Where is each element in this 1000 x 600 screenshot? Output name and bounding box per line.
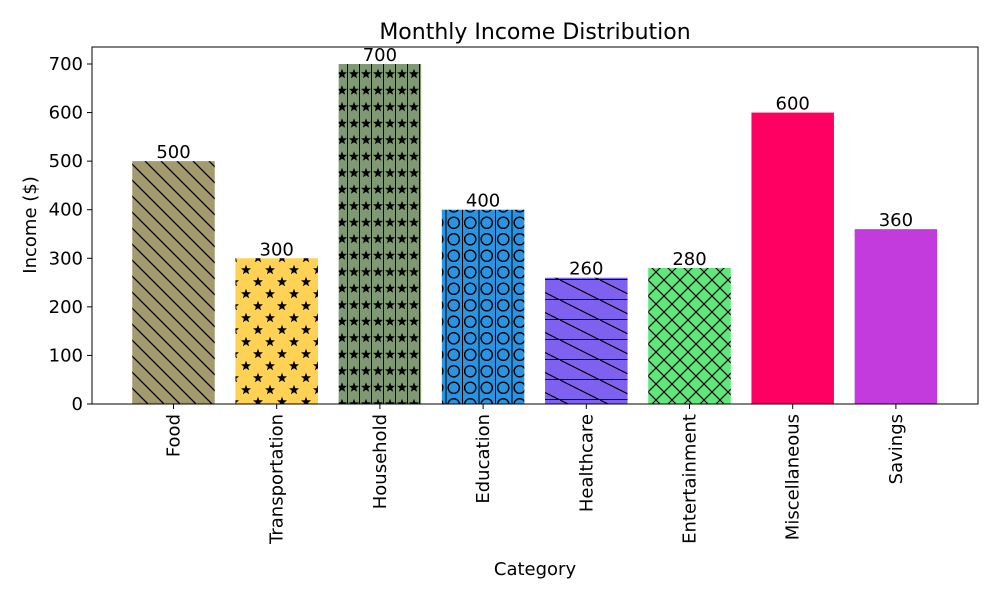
bar-miscellaneous xyxy=(751,112,834,405)
x-tick-label-education: Education xyxy=(473,414,494,504)
bar-entertainment xyxy=(648,268,731,404)
bar-healthcare xyxy=(545,277,628,404)
data-label-transportation: 300 xyxy=(260,239,294,260)
x-tick-label-transportation: Transportation xyxy=(267,414,288,545)
data-label-savings: 360 xyxy=(879,210,913,231)
x-tick-label-healthcare: Healthcare xyxy=(576,414,597,512)
y-tick-label-400: 400 xyxy=(49,200,83,221)
x-tick-label-household: Household xyxy=(370,414,391,509)
data-label-food: 500 xyxy=(156,142,190,163)
data-label-miscellaneous: 600 xyxy=(776,94,810,115)
bar-household xyxy=(338,64,422,404)
bar-food xyxy=(132,161,215,404)
y-tick-label-600: 600 xyxy=(49,103,83,124)
data-label-entertainment: 280 xyxy=(672,249,706,270)
y-tick-label-700: 700 xyxy=(49,54,83,75)
x-tick-label-savings: Savings xyxy=(886,414,907,484)
y-tick-label-200: 200 xyxy=(49,297,83,318)
y-axis: 0 100 200 300 400 500 600 700 xyxy=(49,54,92,415)
data-label-household: 700 xyxy=(363,45,397,66)
bar-education xyxy=(441,209,525,404)
x-axis: Food Transportation Household Education Heal… xyxy=(164,404,907,545)
bar-savings xyxy=(854,229,938,404)
y-tick-label-0: 0 xyxy=(72,394,83,415)
bar-transportation xyxy=(235,258,318,404)
y-tick-label-500: 500 xyxy=(49,151,83,172)
data-label-education: 400 xyxy=(466,191,500,212)
chart-title: Monthly Income Distribution xyxy=(379,20,690,45)
y-tick-label-300: 300 xyxy=(49,248,83,269)
y-tick-label-100: 100 xyxy=(49,345,83,366)
x-tick-label-miscellaneous: Miscellaneous xyxy=(783,414,804,540)
x-tick-label-entertainment: Entertainment xyxy=(680,414,701,544)
x-axis-label: Category xyxy=(494,559,577,580)
x-tick-label-food: Food xyxy=(164,414,185,457)
bars-group xyxy=(132,64,938,405)
data-labels-group: 500 300 700 400 260 280 600 360 xyxy=(156,45,913,280)
plot-frame xyxy=(91,46,979,405)
y-axis-label: Income ($) xyxy=(20,176,41,273)
data-label-healthcare: 260 xyxy=(569,259,603,280)
